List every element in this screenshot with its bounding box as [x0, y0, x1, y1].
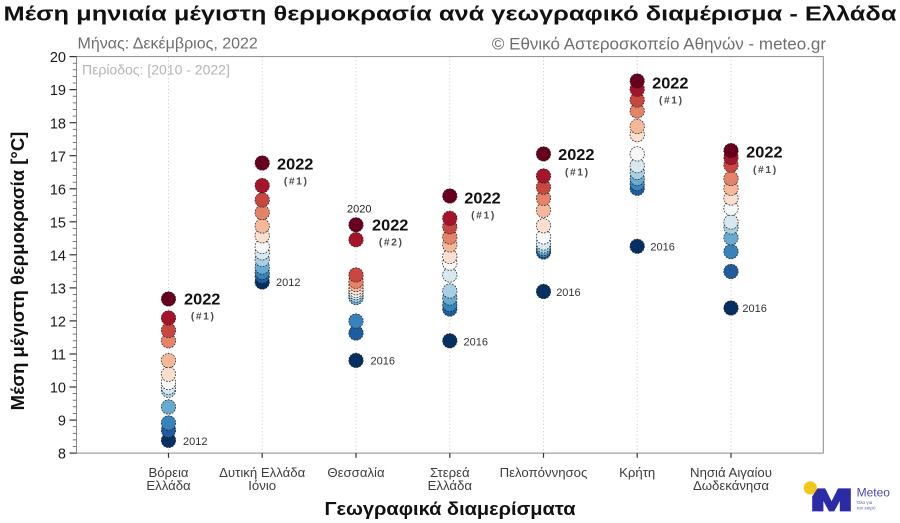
- svg-text:Πελοπόννησος: Πελοπόννησος: [500, 465, 588, 480]
- svg-text:Ελλάδα: Ελλάδα: [428, 478, 473, 493]
- svg-text:(#2): (#2): [379, 237, 404, 248]
- svg-text:2022: 2022: [464, 190, 500, 207]
- svg-text:Στερεά: Στερεά: [430, 465, 470, 480]
- svg-text:(#1): (#1): [471, 210, 496, 221]
- svg-text:© Εθνικό Αστεροσκοπείο Αθηνών: © Εθνικό Αστεροσκοπείο Αθηνών - meteo.gr: [492, 35, 826, 54]
- svg-text:8: 8: [58, 447, 66, 463]
- svg-text:2012: 2012: [183, 436, 207, 448]
- svg-text:2022: 2022: [184, 291, 220, 308]
- svg-text:Ιόνιο: Ιόνιο: [248, 478, 276, 493]
- svg-text:2022: 2022: [277, 156, 313, 173]
- svg-text:2022: 2022: [558, 147, 594, 164]
- svg-text:2022: 2022: [652, 76, 688, 93]
- svg-text:Meteo: Meteo: [857, 486, 891, 500]
- svg-text:Μέση μέγιστη θερμοκρασία [°C]: Μέση μέγιστη θερμοκρασία [°C]: [7, 132, 28, 411]
- svg-text:2016: 2016: [650, 241, 674, 253]
- svg-text:(#1): (#1): [284, 176, 309, 187]
- svg-text:13: 13: [50, 282, 66, 298]
- svg-text:Νησιά Αιγαίου: Νησιά Αιγαίου: [690, 465, 772, 480]
- svg-text:(#1): (#1): [659, 96, 684, 107]
- svg-text:19: 19: [50, 83, 66, 99]
- svg-text:17: 17: [50, 149, 66, 165]
- svg-text:9: 9: [58, 414, 66, 430]
- svg-text:2022: 2022: [372, 217, 408, 234]
- svg-text:11: 11: [51, 348, 66, 364]
- svg-text:2016: 2016: [464, 336, 488, 348]
- svg-text:2016: 2016: [371, 355, 395, 367]
- svg-text:Μήνας: Δεκέμβριος, 2022: Μήνας: Δεκέμβριος, 2022: [78, 36, 258, 53]
- svg-text:(#1): (#1): [753, 165, 778, 176]
- svg-text:τον καιρό: τον καιρό: [857, 504, 876, 510]
- svg-text:Όλα για: Όλα για: [856, 500, 873, 505]
- svg-text:Ελλάδα: Ελλάδα: [146, 478, 191, 493]
- svg-text:10: 10: [50, 381, 66, 397]
- svg-text:Κρήτη: Κρήτη: [619, 465, 655, 480]
- svg-text:Δυτική Ελλάδα: Δυτική Ελλάδα: [219, 465, 306, 480]
- svg-text:16: 16: [50, 182, 66, 198]
- svg-text:12: 12: [50, 315, 66, 331]
- svg-text:Περίοδος: [2010 - 2022]: Περίοδος: [2010 - 2022]: [82, 62, 230, 78]
- svg-text:20: 20: [50, 50, 66, 66]
- svg-text:2022: 2022: [746, 145, 782, 162]
- svg-text:18: 18: [50, 116, 66, 132]
- svg-text:2016: 2016: [742, 303, 766, 315]
- svg-text:Δωδεκάνησα: Δωδεκάνησα: [693, 478, 769, 493]
- svg-text:Μέση μηνιαία μέγιστη θερμοκρασ: Μέση μηνιαία μέγιστη θερμοκρασία ανά γεω…: [4, 3, 897, 26]
- svg-text:15: 15: [50, 215, 66, 231]
- svg-text:Θεσσαλία: Θεσσαλία: [327, 465, 385, 480]
- svg-text:Βόρεια: Βόρεια: [148, 465, 188, 480]
- svg-text:2020: 2020: [347, 203, 371, 215]
- svg-text:2016: 2016: [556, 287, 580, 299]
- svg-text:2012: 2012: [276, 277, 300, 289]
- svg-text:(#1): (#1): [565, 167, 590, 178]
- svg-text:14: 14: [50, 248, 66, 264]
- svg-text:(#1): (#1): [191, 311, 216, 322]
- svg-text:Γεωγραφικά διαμερίσματα: Γεωγραφικά διαμερίσματα: [325, 498, 577, 519]
